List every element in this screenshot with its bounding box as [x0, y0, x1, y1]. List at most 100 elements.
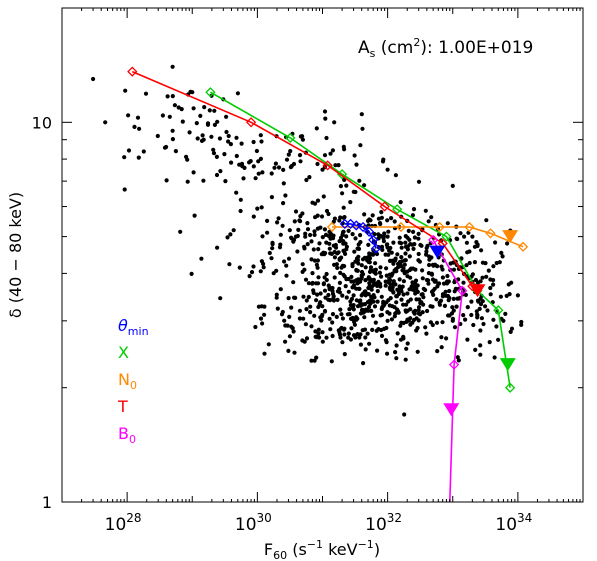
- scatter-point: [404, 309, 409, 314]
- scatter-point: [509, 326, 515, 331]
- scatter-point: [278, 287, 283, 292]
- series-marker: [434, 221, 445, 233]
- scatter-point: [463, 317, 468, 322]
- scatter-point: [347, 312, 352, 317]
- scatter-point: [132, 124, 137, 129]
- series-marker: [485, 228, 496, 239]
- scatter-point: [493, 240, 498, 245]
- scatter-point: [391, 240, 396, 245]
- scatter-point: [311, 288, 316, 293]
- scatter-point: [322, 227, 327, 232]
- scatter-point: [473, 347, 478, 352]
- scatter-point: [420, 310, 425, 315]
- scatter-point: [358, 342, 363, 347]
- series-marker: [457, 285, 468, 296]
- scatter-point: [391, 281, 396, 286]
- scatter-point: [289, 324, 294, 329]
- scatter-point: [488, 292, 493, 297]
- scatter-point: [170, 137, 175, 142]
- scatter-point: [248, 159, 253, 164]
- scatter-point: [327, 229, 332, 234]
- scatter-point: [285, 323, 290, 328]
- scatter-point: [296, 227, 301, 232]
- scatter-point: [295, 249, 300, 254]
- annotation: As (cm2): 1.00E+019: [358, 36, 533, 60]
- scatter-point: [446, 298, 451, 303]
- scatter-point: [416, 179, 422, 184]
- scatter-point: [316, 327, 321, 332]
- scatter-point: [190, 90, 195, 95]
- scatter-point: [218, 169, 223, 174]
- scatter-point: [372, 304, 378, 309]
- scatter-point: [275, 220, 280, 225]
- scatter-point: [298, 214, 303, 219]
- scatter-point: [370, 313, 376, 318]
- scatter-point: [323, 116, 328, 121]
- scatter-point: [362, 212, 367, 217]
- scatter-point: [384, 273, 389, 278]
- scatter-point: [387, 285, 392, 290]
- scatter-point: [302, 339, 307, 344]
- scatter-point: [475, 242, 480, 247]
- scatter-point: [411, 229, 416, 234]
- scatter-point: [515, 293, 521, 298]
- scatter-point: [316, 331, 321, 336]
- scatter-point: [251, 164, 256, 169]
- scatter-point: [395, 287, 400, 292]
- scatter-point: [321, 194, 326, 199]
- scatter-point: [399, 245, 404, 250]
- scatter-point: [308, 232, 313, 238]
- scatter-point: [395, 331, 400, 336]
- scatter-point: [385, 351, 390, 356]
- scatter-point: [309, 324, 314, 329]
- scatter-point: [402, 271, 407, 276]
- scatter-point: [445, 221, 450, 226]
- scatter-point: [455, 296, 460, 301]
- scatter-point: [377, 221, 383, 226]
- scatter-point: [365, 218, 371, 223]
- series-line: [332, 226, 524, 248]
- scatter-point: [387, 311, 392, 316]
- scatter-point: [385, 318, 390, 323]
- scatter-point: [370, 252, 375, 257]
- scatter-point: [373, 320, 378, 325]
- scatter-point: [185, 179, 190, 184]
- scatter-point: [426, 219, 431, 224]
- scatter-point: [419, 243, 424, 248]
- scatter-point: [454, 236, 459, 241]
- scatter-point: [288, 149, 293, 154]
- scatter-point: [259, 205, 264, 210]
- scatter-point: [367, 341, 372, 346]
- scatter-point: [320, 339, 325, 344]
- scatter-point: [348, 200, 353, 205]
- scatter-point: [215, 119, 220, 124]
- scatter-point: [440, 320, 445, 325]
- scatter-point: [234, 190, 239, 195]
- scatter-point: [355, 280, 360, 286]
- scatter-point: [344, 183, 349, 188]
- series-marker: [395, 221, 407, 233]
- scatter-point: [301, 294, 306, 299]
- scatter-point: [425, 308, 430, 314]
- scatter-point: [316, 247, 321, 252]
- scatter-point: [420, 276, 425, 281]
- scatter-point: [423, 325, 428, 330]
- scatter-point: [226, 139, 231, 144]
- scatter-point: [274, 295, 279, 300]
- scatter-point: [424, 249, 429, 254]
- scatter-point: [369, 294, 374, 300]
- scatter-point: [455, 355, 460, 360]
- series-x: [205, 87, 516, 393]
- scatter-point: [359, 263, 364, 268]
- scatter-point: [339, 312, 344, 317]
- scatter-point: [266, 342, 271, 347]
- scatter-point: [212, 122, 217, 127]
- scatter-point: [330, 320, 335, 325]
- scatter-point: [368, 300, 373, 305]
- series-t: [127, 66, 486, 298]
- scatter-point: [356, 261, 361, 266]
- scatter-point: [408, 275, 413, 280]
- scatter-point: [342, 264, 347, 269]
- scatter-point: [337, 218, 342, 223]
- scatter-point: [315, 292, 320, 297]
